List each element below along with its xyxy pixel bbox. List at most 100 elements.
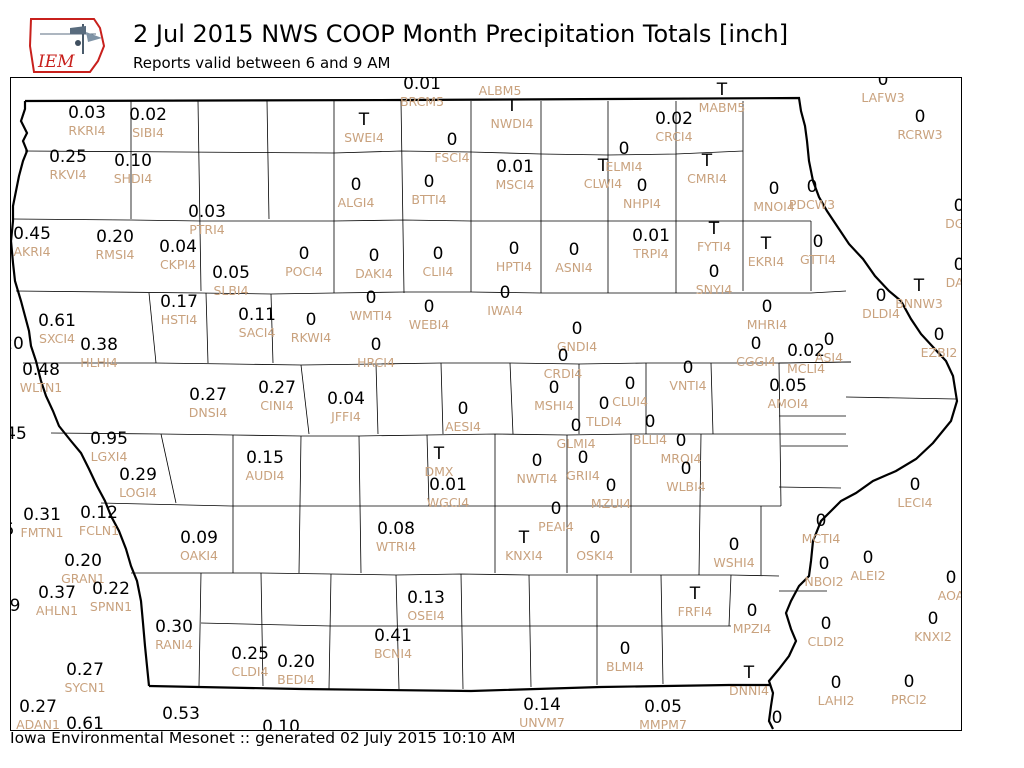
station-id: OSEI4 [407,608,444,623]
station-plot: 0.10 [262,717,300,730]
station-id: MRQI4 [661,451,702,466]
station-id: RKWI4 [291,330,331,345]
station-id: LAHI2 [818,693,855,708]
station-value: T [597,156,609,176]
station-value: 0 [578,448,589,468]
station-value: 0 [709,262,720,282]
station-id: CLUI4 [612,394,648,409]
station-value: 0 [590,528,601,548]
station-id: DGV [945,216,962,231]
station-plot: 0DGV [945,196,962,231]
station-value: 0.25 [231,644,269,664]
station-value: T [716,80,728,100]
station-value: 0.08 [377,519,415,539]
station-value: 0 [509,239,520,259]
station-value: T [701,151,713,171]
station-value: 0.17 [160,292,198,312]
station-value: 0 [424,172,435,192]
station-value: 0.22 [92,579,130,599]
station-value: 0.02 [129,105,167,125]
station-id: TRPI4 [632,246,669,261]
station-value: 0.14 [523,695,561,715]
station-id: DAKI4 [355,266,393,281]
header: IEM 2 Jul 2015 NWS COOP Month Precipitat… [0,0,1024,78]
station-id: OSKI4 [576,548,614,563]
station-value: 0.13 [407,588,445,608]
station-value: 45 [11,424,27,444]
station-id: IWAI4 [487,303,523,318]
station-id: BLLI4 [633,432,667,447]
station-value: 0 [876,286,887,306]
station-value: 0 [572,319,583,339]
iowa-map: 0.01BRCM50ALBM5TMABM500LAFW30.03RKRI40.0… [11,78,962,731]
station-id: MCLI4 [787,361,825,376]
station-plot: 20 [11,334,24,354]
station-id: HSTI4 [161,312,198,327]
station-id: TLDI4 [585,414,622,429]
station-id: NWDI4 [491,116,534,131]
station-value: 0 [824,330,835,350]
station-value: 0.01 [429,475,467,495]
station-id: JFFI4 [330,409,361,424]
station-id: PEAI4 [538,519,574,534]
station-value: 0 [645,412,656,432]
station-id: MSHI4 [534,398,574,413]
station-id: CLDI4 [232,664,269,679]
station-value: 0.41 [374,626,412,646]
station-value: 0.05 [644,697,682,717]
station-value: 0.25 [49,147,87,167]
station-value: 0 [934,325,945,345]
station-id: SLBI4 [213,283,248,298]
station-value: 5 [11,520,14,540]
station-id: NBOI2 [804,574,843,589]
station-value: 0 [532,451,543,471]
station-value: 0 [299,244,310,264]
station-id: MZUI4 [591,496,631,511]
station-value: 0 [954,196,962,216]
station-value: 0 [495,78,506,83]
station-id: FMTN1 [21,525,64,540]
station-id: ELMI4 [605,159,642,174]
station-value: 0.12 [80,503,118,523]
station-plot: 45 [11,424,27,444]
station-id: PRCI2 [891,692,927,707]
station-id: FCLN1 [79,523,119,538]
station-layer: 0.01BRCM50ALBM5TMABM500LAFW30.03RKRI40.0… [11,78,962,731]
station-id: FRFI4 [678,604,713,619]
station-id: ALBM5 [479,83,522,98]
station-value: T [708,219,720,239]
station-id: GRAN1 [61,571,105,586]
station-value: 0.61 [66,714,104,731]
station-value: 0 [683,358,694,378]
